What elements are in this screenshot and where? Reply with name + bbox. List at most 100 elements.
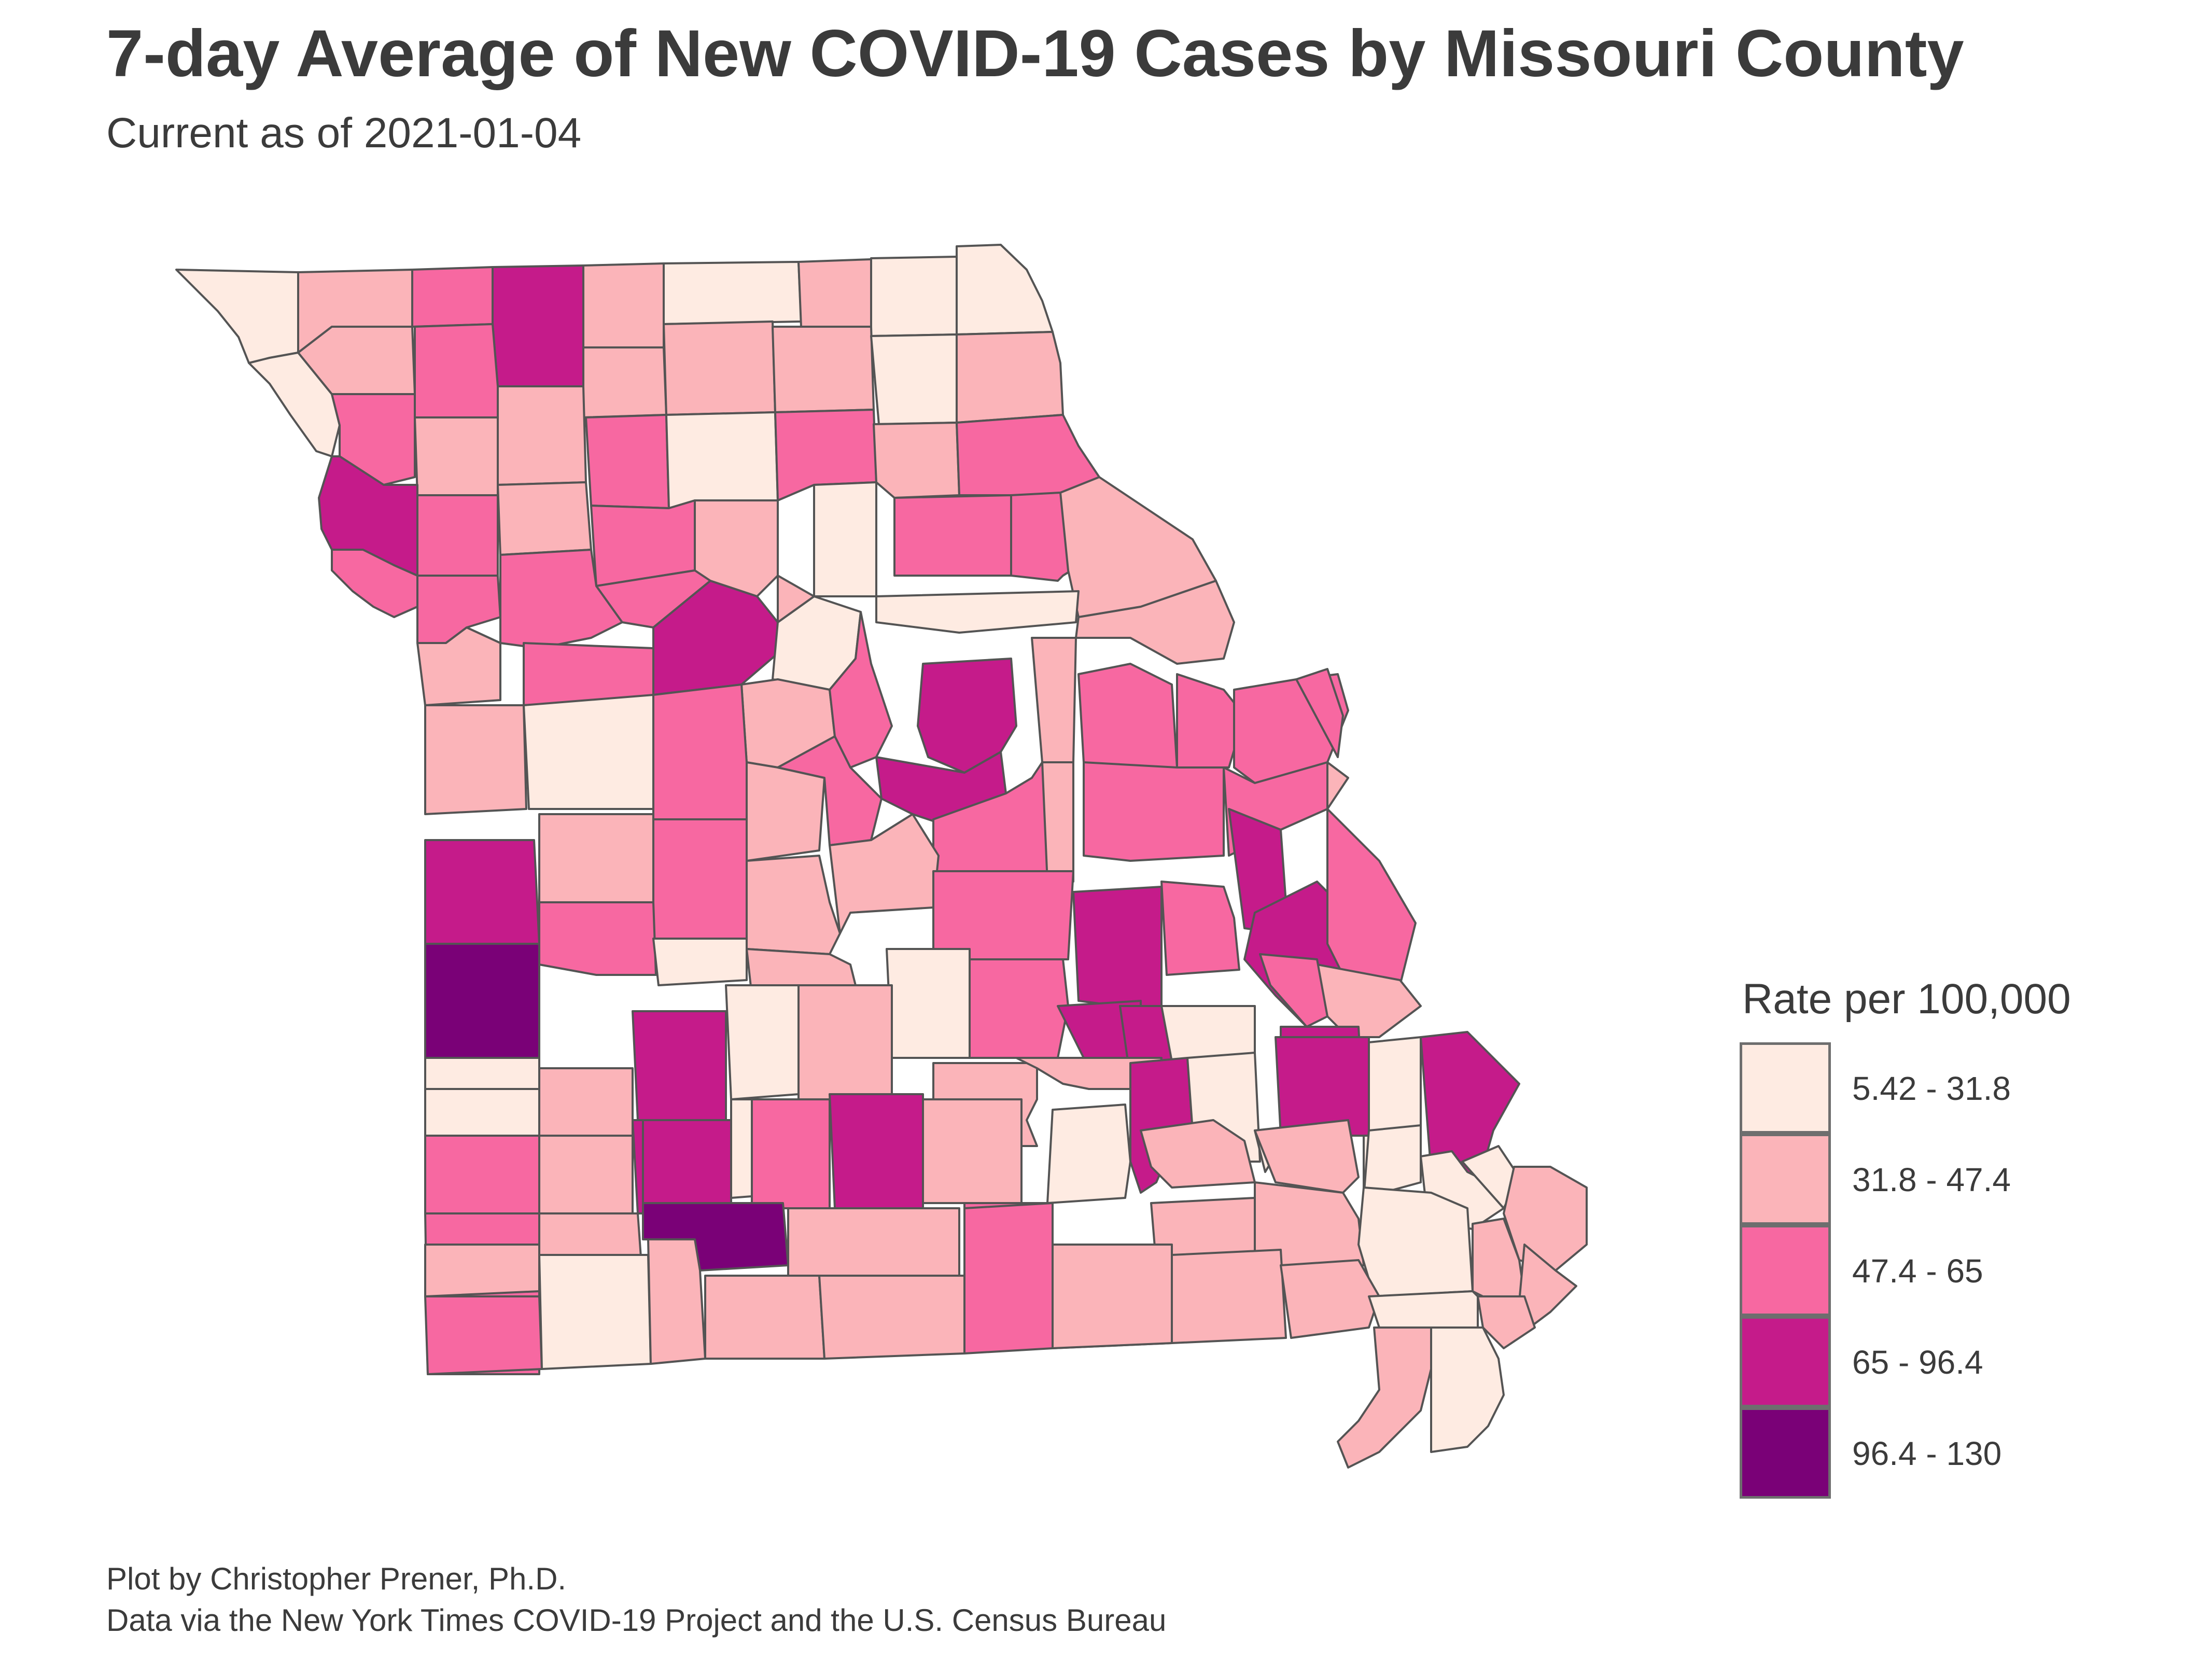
legend-swatch	[1740, 1042, 1831, 1134]
county	[704, 1275, 825, 1360]
county	[497, 481, 592, 556]
county	[1275, 1036, 1370, 1137]
county	[1259, 953, 1328, 1028]
county	[248, 352, 341, 457]
county	[886, 948, 971, 1059]
county	[1368, 1290, 1479, 1329]
county	[725, 984, 800, 1100]
county	[1046, 1104, 1131, 1204]
county	[932, 870, 1074, 960]
county	[1337, 1326, 1432, 1469]
caption-source: Data via the New York Times COVID-19 Pro…	[106, 1603, 1167, 1638]
legend-item: 96.4 - 130	[1740, 1407, 2154, 1499]
chart-subtitle: Current as of 2021-01-04	[106, 109, 582, 157]
county	[1326, 761, 1349, 810]
county	[1477, 1295, 1536, 1349]
county	[538, 1254, 652, 1370]
county	[414, 416, 499, 496]
county	[424, 1088, 540, 1137]
county	[1280, 1259, 1380, 1339]
county	[582, 346, 667, 418]
county	[523, 694, 654, 810]
county	[1075, 580, 1235, 665]
county	[875, 590, 1080, 634]
county	[818, 1275, 965, 1360]
legend-item: 47.4 - 65	[1740, 1225, 2154, 1316]
county	[813, 481, 877, 597]
county	[1295, 668, 1344, 758]
county	[956, 244, 1054, 336]
caption-author: Plot by Christopher Prener, Ph.D.	[106, 1561, 567, 1596]
legend-item: 5.42 - 31.8	[1740, 1042, 2154, 1134]
county	[1041, 761, 1074, 883]
county	[582, 262, 665, 348]
county	[424, 704, 527, 815]
county	[175, 269, 299, 364]
county	[1077, 663, 1178, 774]
county	[416, 494, 499, 577]
county	[969, 958, 1069, 1059]
county	[424, 1135, 540, 1214]
county	[893, 494, 1012, 577]
county	[797, 258, 872, 328]
legend-title: Rate per 100,000	[1742, 975, 2071, 1023]
county	[411, 266, 494, 328]
county	[922, 1098, 1023, 1204]
county	[873, 422, 960, 499]
county	[1083, 761, 1225, 862]
county	[829, 1093, 924, 1209]
county	[647, 1238, 706, 1365]
county	[787, 1207, 960, 1282]
county	[1171, 1249, 1287, 1344]
county	[492, 264, 584, 387]
county	[777, 575, 815, 623]
county	[797, 984, 893, 1100]
county	[538, 813, 654, 903]
county	[663, 261, 802, 325]
legend-item: 31.8 - 47.4	[1740, 1134, 2154, 1225]
county	[772, 326, 875, 413]
legend-label: 65 - 96.4	[1852, 1344, 1983, 1381]
legend-label: 96.4 - 130	[1852, 1435, 2002, 1472]
county	[331, 549, 418, 618]
county	[538, 1067, 634, 1137]
legend-swatch	[1740, 1134, 1831, 1225]
chart-title: 7-day Average of New COVID-19 Cases by M…	[106, 17, 1964, 91]
legend-swatch	[1740, 1225, 1831, 1316]
county	[746, 855, 841, 955]
county	[424, 839, 540, 945]
county	[665, 411, 779, 509]
county	[499, 549, 623, 649]
county	[1430, 1326, 1505, 1453]
county	[497, 385, 587, 486]
county	[538, 901, 657, 976]
county	[414, 323, 499, 418]
legend-item: 65 - 96.4	[1740, 1316, 2154, 1407]
county	[956, 331, 1064, 424]
county	[585, 414, 670, 509]
county	[424, 1244, 540, 1297]
legend-label: 5.42 - 31.8	[1852, 1070, 2011, 1107]
county	[297, 326, 416, 395]
county	[751, 1098, 831, 1209]
county	[746, 761, 825, 862]
county	[870, 256, 958, 337]
county	[424, 943, 540, 1059]
county	[1363, 1124, 1422, 1199]
legend-swatch	[1740, 1407, 1831, 1499]
county	[424, 1295, 543, 1375]
county	[1357, 1186, 1474, 1297]
county	[963, 1202, 1054, 1354]
county	[652, 818, 748, 940]
county	[632, 1010, 727, 1121]
legend-label: 31.8 - 47.4	[1852, 1161, 2011, 1198]
county	[642, 1119, 732, 1204]
county	[870, 333, 958, 425]
county	[1254, 1119, 1360, 1194]
legend-swatch	[1740, 1316, 1831, 1407]
legend-label: 47.4 - 65	[1852, 1252, 1983, 1290]
county	[538, 1135, 634, 1214]
county	[1031, 637, 1077, 763]
county	[1160, 881, 1240, 976]
